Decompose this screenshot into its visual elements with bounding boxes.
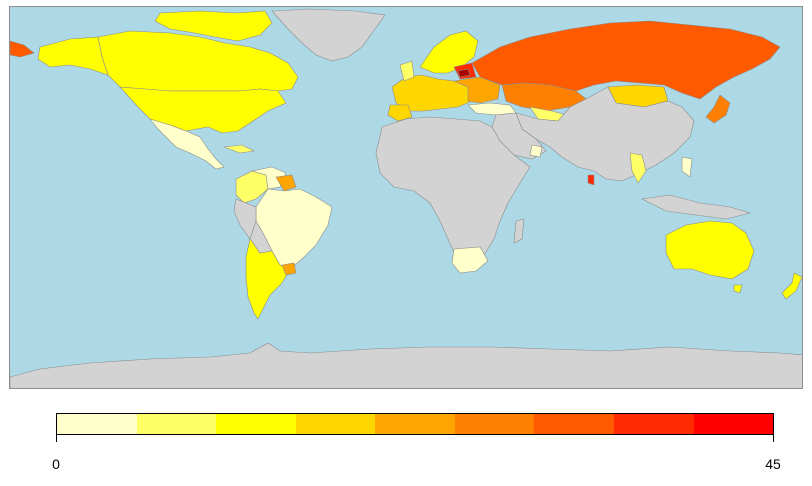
country-philippines	[681, 156, 693, 178]
legend-tick-min	[56, 434, 57, 442]
country-madagascar	[513, 218, 525, 244]
legend-swatch-7	[534, 414, 614, 434]
country-uk	[399, 60, 415, 82]
region-africa	[375, 116, 531, 264]
country-argentina	[245, 238, 291, 320]
country-japan	[705, 94, 731, 124]
region-asia-no-data	[515, 86, 695, 182]
country-usa-alaska	[37, 36, 109, 76]
country-venezuela	[251, 166, 287, 190]
legend-swatch-1	[57, 414, 137, 434]
legend-color-bar	[56, 413, 774, 435]
country-cuba	[223, 144, 255, 154]
map-svg	[10, 7, 802, 388]
country-new-zealand	[781, 272, 802, 300]
legend-max-label: 45	[765, 456, 781, 472]
country-greenland	[271, 8, 386, 62]
country-iberia	[387, 104, 413, 122]
country-canada-islands	[154, 10, 273, 42]
country-chukotka-west	[10, 40, 35, 58]
country-guyana	[275, 174, 297, 192]
country-sri-lanka	[587, 174, 595, 186]
country-uruguay	[281, 262, 297, 276]
legend-swatch-4	[295, 414, 376, 434]
legend-swatch-3	[216, 414, 296, 434]
country-south-africa	[451, 246, 489, 274]
region-indonesia	[641, 194, 752, 220]
legend-tick-max	[773, 434, 774, 442]
legend-swatch-5	[375, 414, 455, 434]
country-australia	[665, 220, 755, 280]
country-latvia	[457, 68, 471, 78]
country-oman	[529, 144, 543, 158]
legend-swatch-2	[136, 414, 217, 434]
country-scandinavia	[419, 30, 479, 74]
legend-swatch-6	[454, 414, 535, 434]
region-antarctica	[10, 342, 802, 388]
legend-swatch-8	[613, 414, 694, 434]
country-tasmania	[733, 284, 743, 294]
country-mexico	[149, 118, 225, 170]
legend-min-label: 0	[52, 456, 60, 472]
country-thailand	[629, 152, 647, 184]
legend-swatch-9	[693, 414, 774, 434]
world-choropleth-map	[9, 6, 803, 389]
